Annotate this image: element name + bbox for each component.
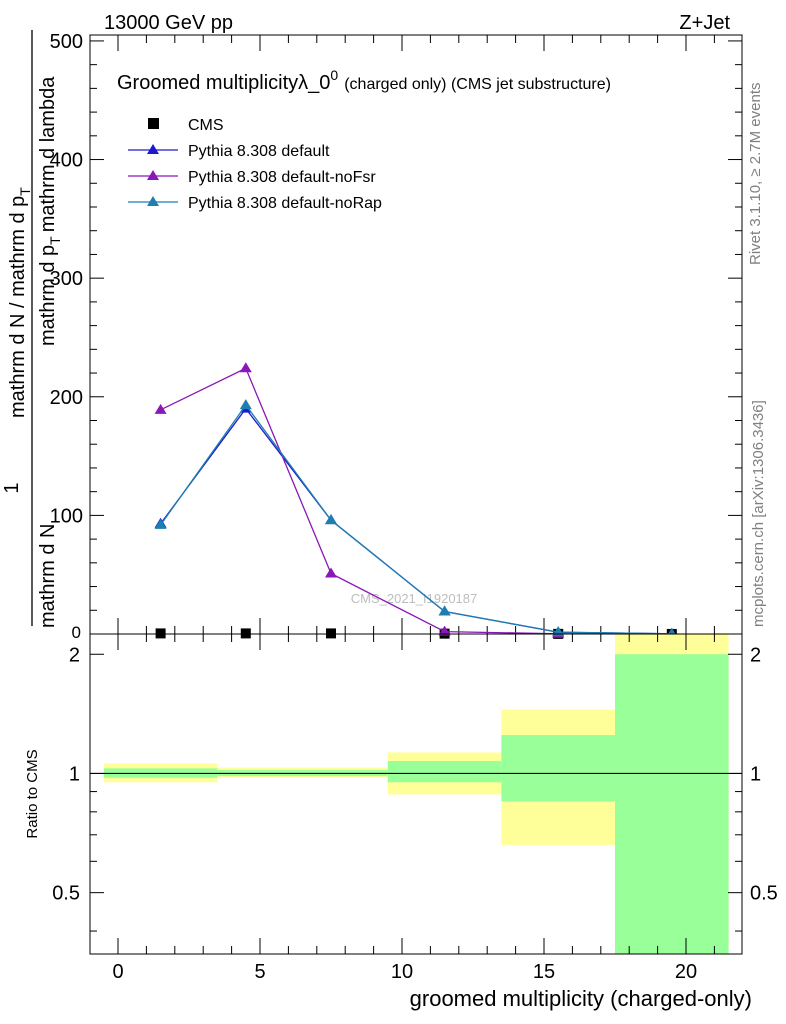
chart-title-superscript: 0 bbox=[330, 67, 338, 83]
main-y-axis-label: 1 mathrm d N / mathrm d pT mathrm d N ma… bbox=[1, 30, 63, 628]
energy-label: 13000 GeV pp bbox=[104, 12, 233, 34]
ratio-y-ticks: 0.5 0.5 1 1 2 2 bbox=[52, 644, 778, 932]
ylabel-d1: mathrm d N / mathrm d p bbox=[7, 196, 29, 418]
x-tick-label: 20 bbox=[675, 961, 697, 983]
ylabel-denominator-part1: mathrm d N / mathrm d pT bbox=[7, 187, 33, 418]
main-y-tick-label: 200 bbox=[50, 387, 83, 409]
series-point bbox=[438, 625, 451, 636]
data-point bbox=[155, 628, 166, 639]
legend-label-nofsr: Pythia 8.308 default-noFsr bbox=[188, 169, 376, 186]
data-point bbox=[240, 628, 251, 639]
ratio-band-green bbox=[615, 654, 729, 954]
ylabel-lambda: mathrm d lambda bbox=[37, 76, 59, 232]
ylabel-sub1: T bbox=[17, 187, 33, 196]
ratio-y-tick-label-right: 0.5 bbox=[750, 883, 778, 905]
main-panel: 100 200 300 400 500 0 CMS_2021_I1920187 Groom… bbox=[1, 30, 743, 642]
x-tick-label: 15 bbox=[533, 961, 555, 983]
ratio-band-green bbox=[501, 735, 615, 802]
legend-marker-default bbox=[147, 144, 159, 154]
legend-marker-norap bbox=[147, 196, 159, 206]
legend-label-norap: Pythia 8.308 default-noRap bbox=[188, 195, 382, 212]
series-point bbox=[438, 605, 451, 616]
main-y-tick-label: 300 bbox=[50, 268, 83, 290]
ratio-panel: 0.5 0.5 1 1 2 2 0 5 10 15 20 Ratio to CMS groomed… bbox=[24, 633, 778, 1011]
legend-marker-nofsr bbox=[147, 170, 159, 180]
x-tick-label: 5 bbox=[254, 961, 265, 983]
ratio-y-axis-label: Ratio to CMS bbox=[24, 749, 41, 838]
series-point bbox=[325, 514, 337, 525]
x-tick-label: 0 bbox=[112, 961, 123, 983]
ratio-y-tick-label: 1 bbox=[69, 763, 80, 785]
watermark: CMS_2021_I1920187 bbox=[351, 591, 478, 606]
rivet-label: Rivet 3.1.10, ≥ 2.7M events bbox=[747, 83, 764, 266]
chart-title-main: Groomed multiplicityλ_0 bbox=[117, 72, 330, 94]
legend-marker-cms bbox=[148, 118, 159, 129]
ratio-x-ticks: 0 5 10 15 20 bbox=[112, 634, 715, 983]
main-y-tick-label-small: 0 bbox=[72, 623, 81, 642]
mcplots-label: mcplots.cern.ch [arXiv:1306.3436] bbox=[750, 400, 767, 627]
series-point bbox=[325, 567, 337, 578]
main-y-tick-label: 100 bbox=[50, 505, 83, 527]
ylabel-denominator-part2: mathrm d N bbox=[37, 524, 59, 628]
ylabel-denominator-part3: mathrm d pTmathrm d lambda bbox=[37, 76, 63, 346]
series-point bbox=[154, 403, 167, 414]
ratio-y-tick-label-right: 2 bbox=[750, 644, 761, 666]
series-point bbox=[154, 518, 167, 529]
data-point bbox=[326, 628, 336, 639]
main-x-ticks bbox=[117, 35, 715, 634]
x-tick-label: 10 bbox=[391, 961, 413, 983]
series-point bbox=[239, 399, 252, 410]
legend: CMS Pythia 8.308 default Pythia 8.308 de… bbox=[128, 117, 382, 212]
ratio-y-tick-label: 2 bbox=[69, 644, 80, 666]
main-y-ticks: 100 200 300 400 500 0 bbox=[50, 31, 742, 642]
ratio-y-tick-label-right: 1 bbox=[750, 763, 761, 785]
series-line bbox=[160, 403, 672, 635]
legend-label-default: Pythia 8.308 default bbox=[188, 143, 330, 160]
ylabel-numerator: 1 bbox=[1, 482, 23, 493]
legend-label-cms: CMS bbox=[188, 117, 224, 134]
chart-title-suffix: (charged only) (CMS jet substructure) bbox=[344, 76, 611, 93]
chart-title: Groomed multiplicityλ_00 (charged only) (… bbox=[117, 67, 611, 94]
ratio-y-tick-label: 0.5 bbox=[52, 883, 80, 905]
ylabel-d3: mathrm d p bbox=[37, 245, 59, 346]
main-y-tick-label: 400 bbox=[50, 150, 83, 172]
ratio-bands bbox=[103, 634, 729, 954]
ylabel-sub3: T bbox=[47, 236, 63, 245]
process-label: Z+Jet bbox=[679, 12, 730, 34]
ratio-band-green bbox=[387, 761, 502, 783]
ratio-frame bbox=[89, 633, 743, 955]
main-y-tick-label: 500 bbox=[50, 31, 83, 53]
series-point bbox=[239, 362, 252, 373]
x-axis-label: groomed multiplicity (charged-only) bbox=[410, 986, 752, 1011]
